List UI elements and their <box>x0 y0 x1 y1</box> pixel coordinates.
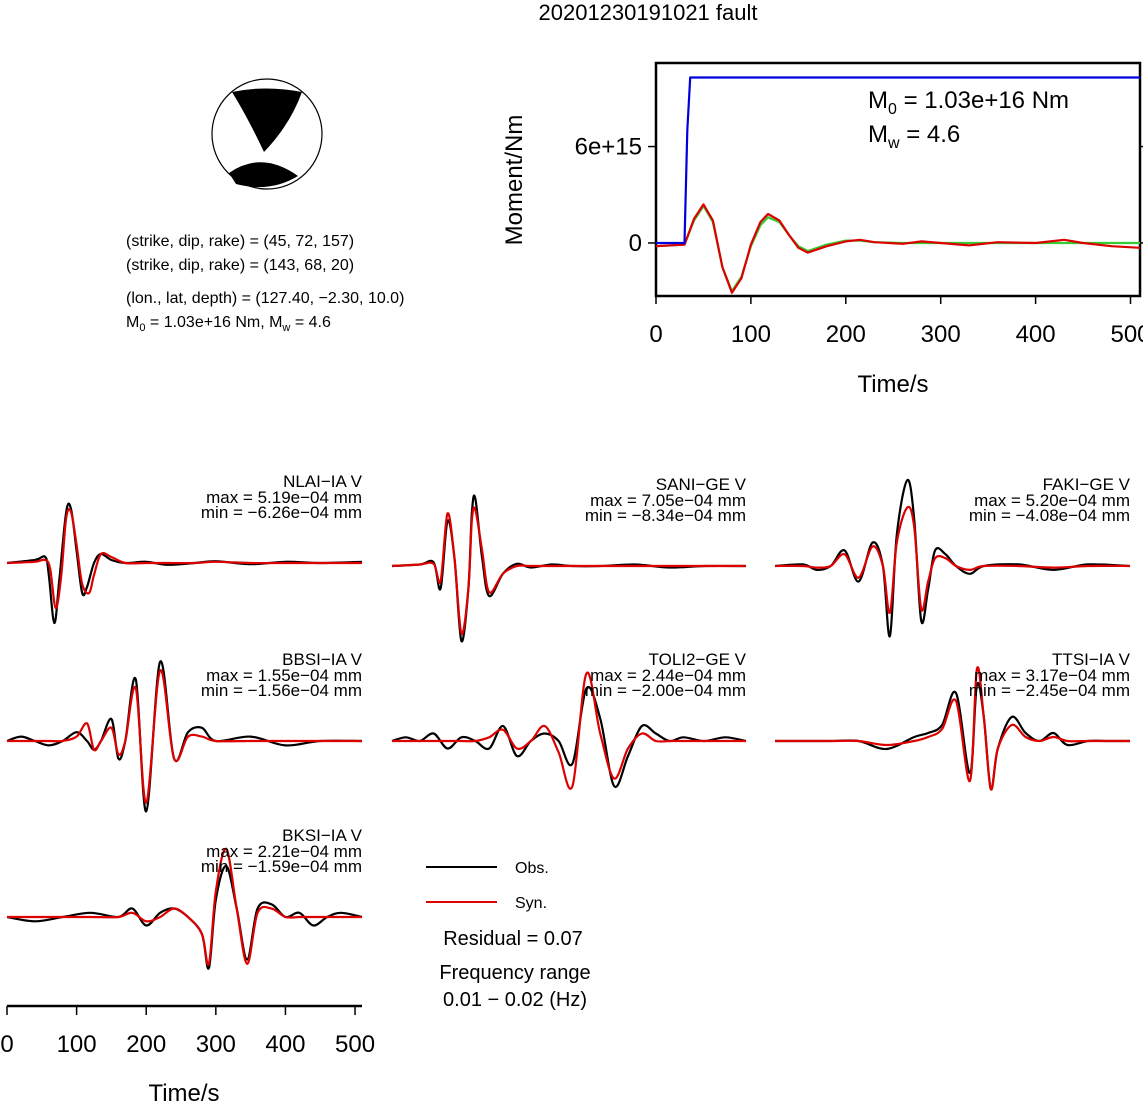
moment-plot: Moment/Nm Time/s 010020030040050006e+15 … <box>501 61 1143 398</box>
moment-mw-annotation: Mw = 4.6 <box>868 121 960 152</box>
station-max: max = 2.44e−04 mm <box>590 666 746 685</box>
frequency-value: 0.01 − 0.02 (Hz) <box>443 989 587 1011</box>
moment-y-tick-label: 0 <box>629 230 642 257</box>
waveform-observed <box>391 685 747 789</box>
waveform-synthetic <box>7 669 362 804</box>
focal-mechanism-beachball <box>211 78 323 190</box>
station-label: NLAI−IA V <box>283 472 363 491</box>
focal-line-4: M0 = 1.03e+16 Nm, Mw = 4.6 <box>126 314 331 334</box>
station-label: BBSI−IA V <box>282 650 363 669</box>
station-label: SANI−GE V <box>656 475 747 494</box>
station-min: min = −2.00e−04 mm <box>585 681 746 700</box>
moment-series-green <box>655 204 1140 293</box>
station-max: max = 3.17e−04 mm <box>974 666 1130 685</box>
waveform-x-tick-label: 400 <box>265 1031 305 1058</box>
station-min: min = −8.34e−04 mm <box>585 506 746 525</box>
moment-x-tick-label: 0 <box>649 321 662 348</box>
waveform-xlabel: Time/s <box>148 1080 219 1104</box>
waveform-x-tick-label: 200 <box>126 1031 166 1058</box>
station-max: max = 1.55e−04 mm <box>206 666 362 685</box>
figure-title: 20201230191021 fault <box>539 0 758 25</box>
waveform-synthetic <box>6 508 362 610</box>
focal-parameters: (strike, dip, rake) = (45, 72, 157) (str… <box>126 233 404 334</box>
moment-xlabel: Time/s <box>857 371 928 398</box>
station-label: TOLI2−GE V <box>649 650 747 669</box>
station-max: max = 2.21e−04 mm <box>206 842 362 861</box>
moment-x-tick-label: 500 <box>1110 321 1143 348</box>
waveform-synthetic <box>774 505 1131 614</box>
moment-plot-frame <box>654 61 1142 298</box>
station-min: min = −2.45e−04 mm <box>969 681 1130 700</box>
station-max: max = 5.19e−04 mm <box>206 488 362 507</box>
station-min: min = −6.26e−04 mm <box>201 503 362 522</box>
waveform-synthetic <box>392 671 746 790</box>
moment-x-tick-label: 200 <box>826 321 866 348</box>
station-label: TTSI−IA V <box>1052 650 1131 669</box>
station-min: min = −1.56e−04 mm <box>201 681 362 700</box>
waveform-synthetic <box>775 666 1130 791</box>
moment-ylabel: Moment/Nm <box>501 115 528 246</box>
focal-line-1: (strike, dip, rake) = (45, 72, 157) <box>126 233 354 250</box>
focal-line-2: (strike, dip, rake) = (143, 68, 20) <box>126 257 354 274</box>
moment-series-red <box>655 203 1141 294</box>
residual-text: Residual = 0.07 <box>443 928 583 950</box>
moment-x-tick-label: 100 <box>731 321 771 348</box>
waveform-synthetic <box>391 506 746 635</box>
legend: Obs. Syn. Residual = 0.07 Frequency rang… <box>426 860 591 1011</box>
focal-line-3: (lon., lat, depth) = (127.40, −2.30, 10.… <box>126 290 404 307</box>
moment-y-tick-label: 6e+15 <box>575 134 642 161</box>
waveform-x-tick-label: 100 <box>57 1031 97 1058</box>
moment-series-blue <box>656 76 1140 245</box>
moment-x-tick-label: 300 <box>921 321 961 348</box>
moment-m0-annotation: M0 = 1.03e+16 Nm <box>868 87 1069 118</box>
legend-syn-label: Syn. <box>515 895 547 912</box>
waveform-time-axis: Time/s 0 100 200 300 400 500 <box>0 1004 375 1104</box>
waveform-x-tick-label: 500 <box>335 1031 375 1058</box>
station-max: max = 7.05e−04 mm <box>590 491 746 510</box>
station-label: BKSI−IA V <box>282 826 363 845</box>
station-label: FAKI−GE V <box>1043 475 1131 494</box>
moment-x-tick-label: 400 <box>1016 321 1056 348</box>
station-min: min = −1.59e−04 mm <box>201 857 362 876</box>
frequency-title: Frequency range <box>439 962 590 984</box>
waveform-x-tick-label: 0 <box>0 1031 13 1058</box>
station-min: min = −4.08e−04 mm <box>969 506 1130 525</box>
legend-obs-label: Obs. <box>515 860 549 877</box>
waveform-synthetic <box>7 847 362 966</box>
waveform-x-tick-label: 300 <box>196 1031 236 1058</box>
station-max: max = 5.20e−04 mm <box>974 491 1130 510</box>
